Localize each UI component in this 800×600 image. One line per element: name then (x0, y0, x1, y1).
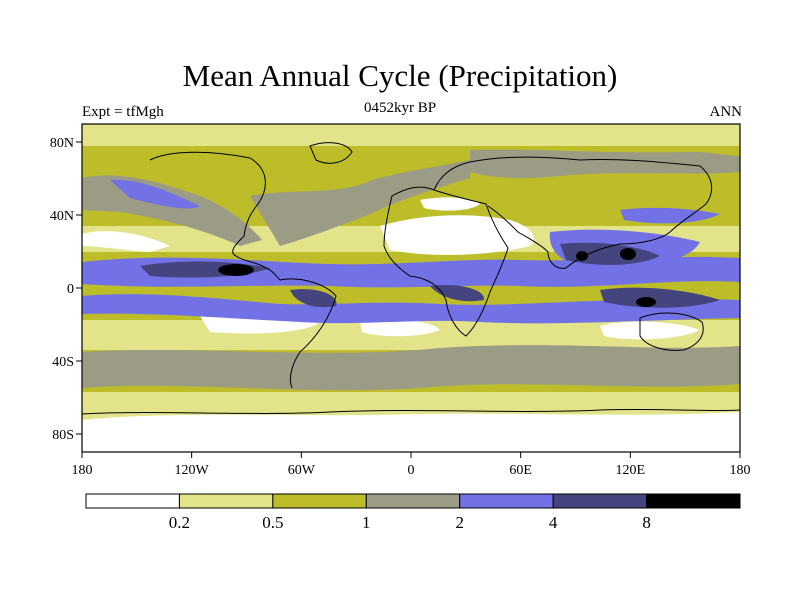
extreme-core-pacific (218, 264, 254, 276)
x-tick-label: 60E (509, 463, 532, 478)
precipitation-field (82, 124, 740, 452)
season-label: ANN (709, 104, 743, 120)
coastlines (82, 142, 740, 415)
colorbar-swatch (272, 493, 367, 509)
coast-greenland (309, 142, 353, 164)
y-tick-label: 80S (52, 428, 74, 443)
arctic-pale-band (82, 124, 740, 146)
south-pacific-convergence-core (600, 287, 720, 308)
colorbar-swatch (365, 493, 461, 509)
extreme-core-south-pacific (636, 297, 656, 307)
colorbar-swatch (85, 493, 180, 509)
experiment-label: Expt = tfMgh (82, 104, 164, 120)
y-tick-label: 40S (52, 355, 74, 370)
north-atlantic-storm-track (250, 160, 470, 246)
australia-dry (600, 321, 700, 340)
colorbar-label: 0.5 (262, 513, 283, 532)
y-tick-label: 0 (67, 282, 74, 297)
x-tick-label: 120E (616, 463, 646, 478)
x-tick-label: 180 (730, 463, 751, 478)
congo-core (430, 284, 485, 302)
colorbar-label: 1 (362, 513, 371, 532)
southern-storm-track (82, 345, 740, 391)
northwest-pacific-wet (620, 207, 720, 224)
x-tick-label: 120W (175, 463, 210, 478)
colorbar-swatch (646, 493, 741, 509)
south-wet-band (82, 294, 740, 324)
coast-south-america (279, 278, 337, 389)
north-pacific-wet (110, 179, 200, 209)
coast-antarctica (82, 408, 740, 415)
antarctica-dry (82, 412, 740, 452)
north-pacific-dry (82, 231, 170, 252)
y-tick-label: 40N (50, 209, 74, 224)
south-atlantic-dry (360, 319, 440, 337)
x-tick-label: 180 (72, 463, 93, 478)
colorbar-swatch (178, 493, 274, 509)
x-tick-label: 60W (288, 463, 316, 478)
map-title: Mean Annual Cycle (Precipitation) (182, 58, 618, 93)
mediterranean-dry (420, 197, 480, 211)
coast-eurasia (433, 156, 713, 269)
time-label: 0452kyr BP (363, 100, 437, 116)
coast-africa (383, 186, 509, 337)
colorbar-label: 0.2 (169, 513, 190, 532)
extreme-core-indonesia (620, 248, 636, 260)
eurasia-grey-band (470, 149, 740, 179)
axis-ticks: 80N 40N 0 40S 80S 180 120W 60W 0 60E 120E 180 (50, 136, 751, 478)
colorbar-label: 2 (455, 513, 464, 532)
amazon-core (290, 289, 337, 308)
colorbar-label: 8 (642, 513, 651, 532)
sahara-dry (380, 215, 534, 255)
coast-australia (639, 312, 704, 351)
colorbar: 0.2 0.5 1 2 4 8 (85, 493, 741, 532)
colorbar-swatch (459, 493, 554, 509)
colorbar-label: 4 (549, 513, 558, 532)
x-tick-label: 0 (408, 463, 415, 478)
coast-north-america (149, 151, 281, 281)
colorbar-swatch (552, 493, 648, 509)
y-tick-label: 80N (50, 136, 74, 151)
